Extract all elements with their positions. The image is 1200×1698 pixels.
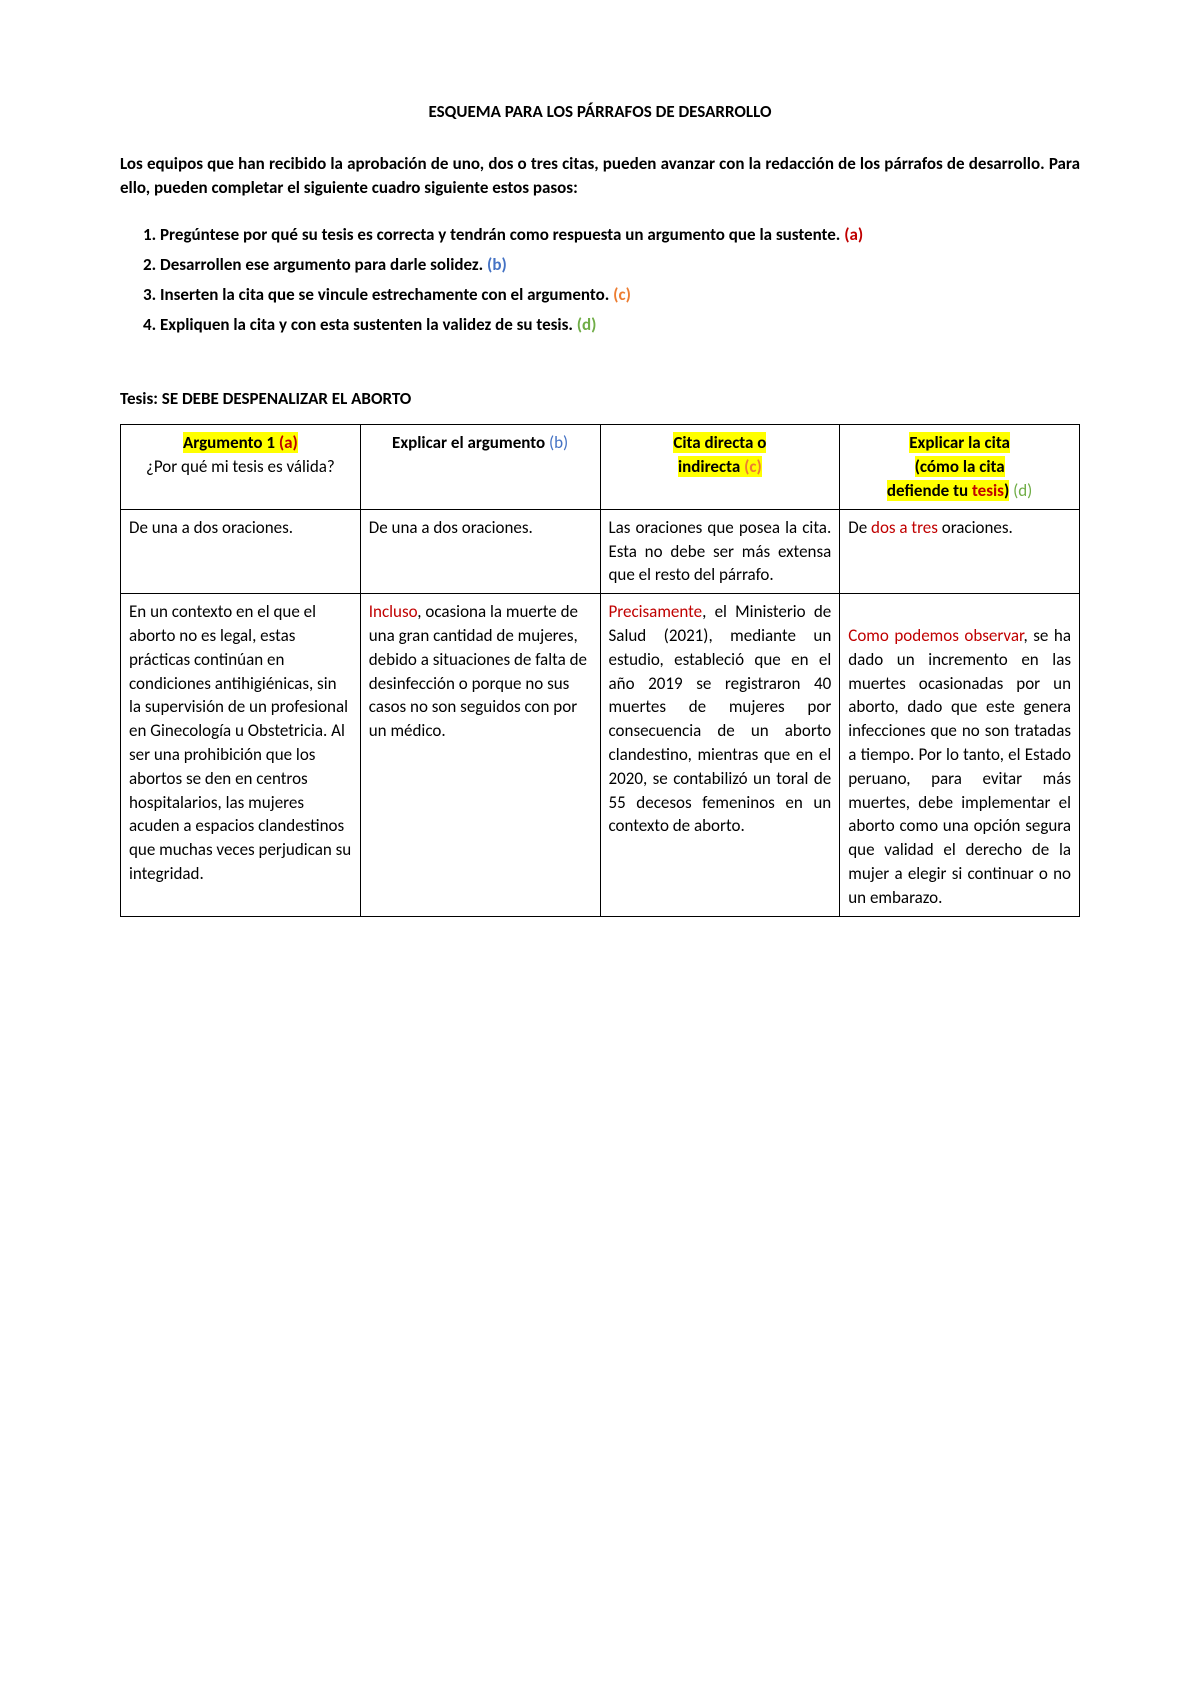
header-explicar-arg-text: Explicar el argumento	[392, 432, 549, 453]
header-cita: Cita directa o indirecta (c)	[600, 425, 840, 509]
table-header-row: Argumento 1 (a) ¿Por qué mi tesis es vál…	[121, 425, 1080, 509]
header-explicar-cita: Explicar la cita (cómo la cita defiende …	[840, 425, 1080, 509]
page-title: ESQUEMA PARA LOS PÁRRAFOS DE DESARROLLO	[120, 100, 1080, 124]
step-1-text: Pregúntese por qué su tesis es correcta …	[160, 224, 844, 245]
header-argumento-hl: Argumento 1 (a)	[183, 432, 298, 453]
header-argumento: Argumento 1 (a) ¿Por qué mi tesis es vál…	[121, 425, 361, 509]
header-cita-hl1: Cita directa o	[673, 432, 766, 453]
header-explicar-cita-hl1: Explicar la cita	[909, 432, 1010, 453]
header-explicar-cita-letter: (d)	[1009, 480, 1032, 501]
row2-col3: Precisamente, el Ministerio de Salud (20…	[600, 594, 840, 916]
step-4-text: Expliquen la cita y con esta sustenten l…	[160, 314, 577, 335]
row2-col1: En un contexto en el que el aborto no es…	[121, 594, 361, 916]
tesis-heading: Tesis: SE DEBE DESPENALIZAR EL ABORTO	[120, 387, 1080, 411]
step-4: Expliquen la cita y con esta sustenten l…	[160, 313, 1080, 337]
step-3-letter: (c)	[613, 284, 631, 305]
row1-col3: Las oraciones que posea la cita. Esta no…	[600, 509, 840, 593]
step-3: Inserten la cita que se vincule estrecha…	[160, 283, 1080, 307]
step-2-text: Desarrollen ese argumento para darle sol…	[160, 254, 487, 275]
header-cita-hl2: indirecta (c)	[678, 456, 762, 477]
step-1-letter: (a)	[844, 224, 863, 245]
header-explicar-cita-hl2: (cómo la cita	[915, 456, 1005, 477]
steps-list: Pregúntese por qué su tesis es correcta …	[120, 223, 1080, 336]
schema-table: Argumento 1 (a) ¿Por qué mi tesis es vál…	[120, 424, 1080, 916]
header-explicar-cita-hl3: defiende tu tesis)	[887, 480, 1009, 501]
table-row: En un contexto en el que el aborto no es…	[121, 594, 1080, 916]
step-4-letter: (d)	[577, 314, 597, 335]
header-explicar-arg: Explicar el argumento (b)	[360, 425, 600, 509]
step-2: Desarrollen ese argumento para darle sol…	[160, 253, 1080, 277]
step-2-letter: (b)	[487, 254, 507, 275]
header-explicar-arg-letter: (b)	[549, 432, 568, 453]
row1-col2: De una a dos oraciones.	[360, 509, 600, 593]
row2-col2: Incluso, ocasiona la muerte de una gran …	[360, 594, 600, 916]
row2-col4: Como podemos observar, se ha dado un inc…	[840, 594, 1080, 916]
row1-col1: De una a dos oraciones.	[121, 509, 361, 593]
row1-col4: De dos a tres oraciones.	[840, 509, 1080, 593]
step-1: Pregúntese por qué su tesis es correcta …	[160, 223, 1080, 247]
table-row: De una a dos oraciones. De una a dos ora…	[121, 509, 1080, 593]
intro-paragraph: Los equipos que han recibido la aprobaci…	[120, 152, 1080, 200]
step-3-text: Inserten la cita que se vincule estrecha…	[160, 284, 613, 305]
header-argumento-sub: ¿Por qué mi tesis es válida?	[146, 456, 335, 477]
